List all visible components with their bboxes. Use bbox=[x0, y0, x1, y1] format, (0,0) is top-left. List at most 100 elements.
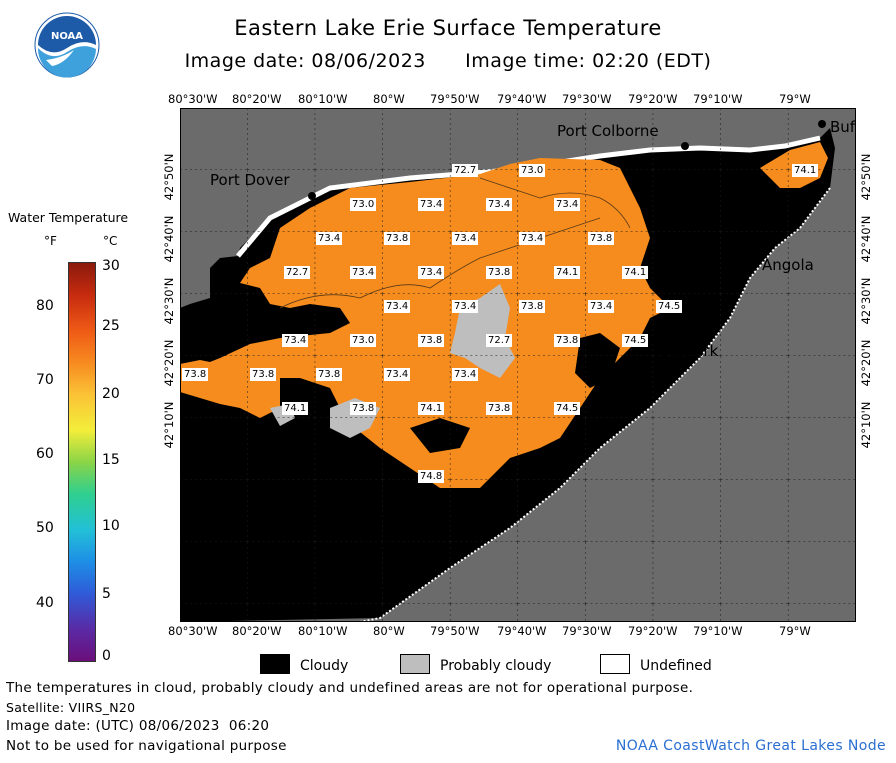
temperature-label: 73.4 bbox=[418, 198, 445, 211]
legend-undefined-swatch bbox=[600, 654, 630, 674]
colorbar-tick-f: 50 bbox=[36, 520, 54, 536]
longitude-label-top: 79°10'W bbox=[693, 92, 743, 106]
image-date: Image date: 08/06/2023 bbox=[184, 50, 426, 72]
temperature-label: 73.8 bbox=[418, 334, 445, 347]
colorbar-tick-f: 60 bbox=[36, 446, 54, 462]
temperature-label: 73.4 bbox=[519, 232, 546, 245]
latitude-label-right: 42°20'N bbox=[859, 339, 873, 387]
temperature-label: 74.5 bbox=[622, 334, 649, 347]
city-label-port-dover: Port Dover bbox=[210, 171, 290, 189]
temperature-label: 73.4 bbox=[588, 300, 615, 313]
city-buffalo bbox=[818, 120, 826, 128]
longitude-label-top: 79°40'W bbox=[497, 92, 547, 106]
city-label-dunkirk: Dunkirk bbox=[660, 342, 719, 360]
temperature-label: 73.4 bbox=[452, 232, 479, 245]
colorbar-tick-c: 25 bbox=[102, 318, 120, 334]
footer-navigation: Not to be used for navigational purpose bbox=[6, 738, 287, 754]
latitude-label-right: 42°50'N bbox=[859, 153, 873, 201]
temperature-label: 74.1 bbox=[554, 266, 581, 279]
city-port-dover bbox=[308, 192, 316, 200]
legend-probably-cloudy-label: Probably cloudy bbox=[440, 658, 552, 674]
temperature-label: 73.4 bbox=[554, 198, 581, 211]
noaa-logo-icon: NOAA bbox=[34, 12, 100, 78]
colorbar-tick-c: 5 bbox=[102, 586, 111, 602]
temperature-label: 73.4 bbox=[282, 334, 309, 347]
noaa-logo: NOAA bbox=[34, 12, 100, 78]
city-label-angola: Angola bbox=[762, 256, 814, 274]
latitude-label-left: 42°50'N bbox=[162, 153, 176, 201]
city-angola bbox=[754, 250, 762, 258]
colorbar-unit-f: °F bbox=[44, 234, 57, 248]
temperature-label: 74.5 bbox=[554, 402, 581, 415]
longitude-label-bottom: 80°30'W bbox=[168, 624, 218, 638]
colorbar-tick-f: 40 bbox=[36, 595, 54, 611]
colorbar-tick-f: 70 bbox=[36, 372, 54, 388]
latitude-label-right: 42°30'N bbox=[859, 277, 873, 325]
temperature-label: 73.8 bbox=[486, 402, 513, 415]
latitude-label-right: 42°40'N bbox=[859, 215, 873, 263]
longitude-label-bottom: 79°10'W bbox=[693, 624, 743, 638]
longitude-label-bottom: 80°W bbox=[373, 624, 405, 638]
city-port-colborne bbox=[681, 142, 689, 150]
temperature-label: 74.8 bbox=[418, 470, 445, 483]
temperature-label: 74.1 bbox=[792, 164, 819, 177]
temperature-label: 72.7 bbox=[284, 266, 311, 279]
footer-disclaimer: The temperatures in cloud, probably clou… bbox=[6, 680, 694, 696]
colorbar-tick-f: 80 bbox=[36, 298, 54, 314]
temperature-label: 73.4 bbox=[452, 300, 479, 313]
colorbar-tick-c: 15 bbox=[102, 452, 120, 468]
temperature-label: 73.4 bbox=[316, 232, 343, 245]
footer-credit: NOAA CoastWatch Great Lakes Node bbox=[615, 738, 886, 754]
longitude-label-top: 79°50'W bbox=[430, 92, 480, 106]
temperature-label: 73.8 bbox=[384, 232, 411, 245]
map-border bbox=[180, 108, 856, 622]
city-erie bbox=[354, 528, 362, 536]
temperature-label: 73.0 bbox=[350, 334, 377, 347]
latitude-label-left: 42°30'N bbox=[162, 277, 176, 325]
temperature-label: 73.0 bbox=[350, 198, 377, 211]
longitude-label-top: 80°10'W bbox=[298, 92, 348, 106]
temperature-label: 73.8 bbox=[554, 334, 581, 347]
colorbar-title: Water Temperature bbox=[8, 210, 129, 225]
latitude-label-left: 42°40'N bbox=[162, 215, 176, 263]
city-label-port-colborne: Port Colborne bbox=[557, 122, 659, 140]
latitude-label-left: 42°20'N bbox=[162, 339, 176, 387]
image-datetime: Image date: 08/06/2023 Image time: 02:20… bbox=[0, 50, 896, 72]
temperature-label: 74.1 bbox=[418, 402, 445, 415]
city-label-erie: Erie bbox=[362, 533, 392, 551]
longitude-label-bottom: 79°W bbox=[779, 624, 811, 638]
temperature-label: 73.4 bbox=[384, 368, 411, 381]
city-dunkirk bbox=[650, 336, 658, 344]
temperature-label: 72.7 bbox=[452, 164, 479, 177]
temperature-label: 73.4 bbox=[418, 266, 445, 279]
legend-cloudy-swatch bbox=[260, 654, 290, 674]
legend-probably-cloudy-swatch bbox=[400, 654, 430, 674]
page-title: Eastern Lake Erie Surface Temperature bbox=[234, 16, 662, 40]
longitude-label-top: 79°20'W bbox=[628, 92, 678, 106]
longitude-label-bottom: 80°10'W bbox=[298, 624, 348, 638]
latitude-label-right: 42°10'N bbox=[859, 401, 873, 449]
temperature-label: 72.7 bbox=[486, 334, 513, 347]
temperature-label: 74.1 bbox=[282, 402, 309, 415]
temperature-label: 73.4 bbox=[452, 368, 479, 381]
longitude-label-bottom: 79°40'W bbox=[497, 624, 547, 638]
image-time: Image time: 02:20 (EDT) bbox=[465, 50, 712, 72]
temperature-label: 73.8 bbox=[519, 300, 546, 313]
logo-text: NOAA bbox=[51, 31, 83, 42]
temperature-label: 73.8 bbox=[316, 368, 343, 381]
temperature-label: 73.8 bbox=[250, 368, 277, 381]
temperature-label: 73.8 bbox=[350, 402, 377, 415]
legend-undefined-label: Undefined bbox=[640, 658, 712, 674]
longitude-label-top: 79°30'W bbox=[562, 92, 612, 106]
longitude-label-top: 80°20'W bbox=[232, 92, 282, 106]
longitude-label-bottom: 80°20'W bbox=[232, 624, 282, 638]
legend-cloudy-label: Cloudy bbox=[300, 658, 349, 674]
city-label-buffalo: Buf bbox=[830, 118, 856, 136]
longitude-label-bottom: 79°50'W bbox=[430, 624, 480, 638]
footer-satellite: Satellite: VIIRS_N20 bbox=[6, 700, 136, 715]
longitude-label-top: 80°30'W bbox=[168, 92, 218, 106]
longitude-label-top: 79°W bbox=[779, 92, 811, 106]
footer-utc-date: Image date: (UTC) 08/06/2023 06:20 bbox=[6, 718, 270, 734]
temperature-label: 74.5 bbox=[656, 300, 683, 313]
temperature-label: 73.4 bbox=[350, 266, 377, 279]
